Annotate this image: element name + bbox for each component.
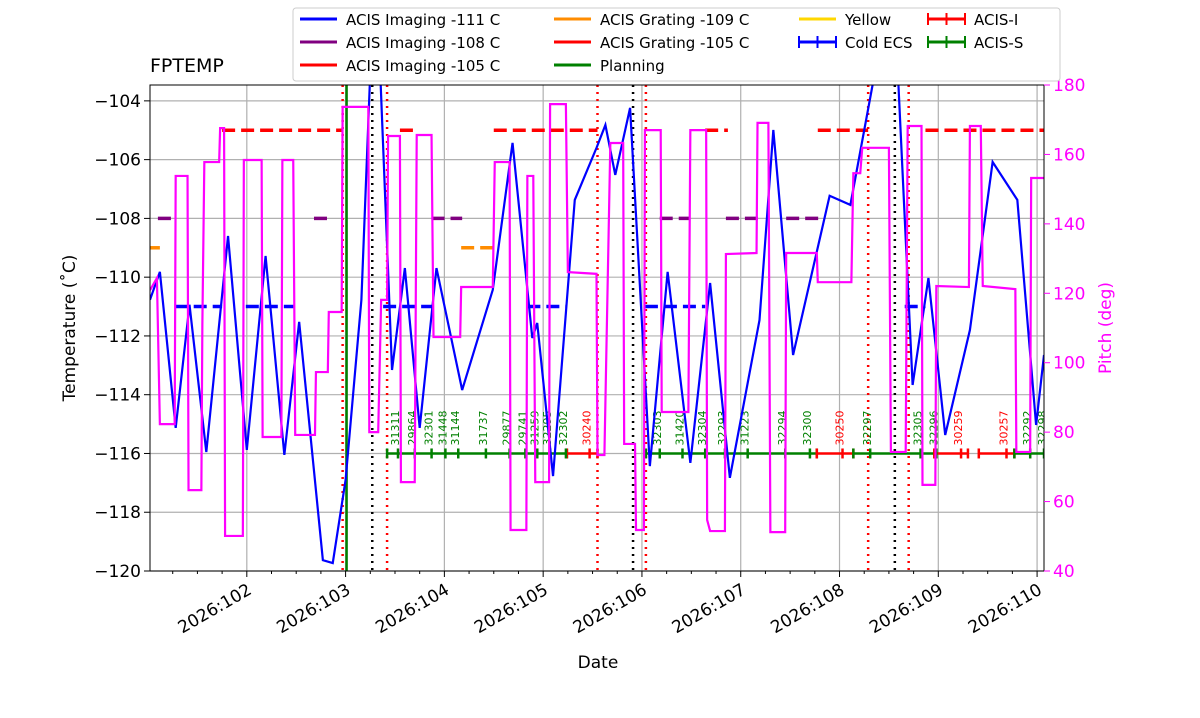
obsid-label: 30259 [952, 410, 965, 445]
legend-label: Yellow [844, 11, 891, 29]
obsid-label: 30250 [834, 410, 847, 445]
legend-label: ACIS Grating -109 C [600, 11, 749, 29]
y-tick-label: −120 [94, 562, 141, 582]
x-tick-label: 2026:102 [175, 580, 256, 638]
x-tick-label: 2026:110 [965, 580, 1046, 638]
obsid-label: 29864 [406, 410, 419, 445]
y2-axis-label: Pitch (deg) [1096, 282, 1116, 374]
x-tick-label: 2026:106 [570, 580, 651, 638]
legend-label: Planning [600, 57, 665, 75]
x-tick-label: 2026:103 [274, 580, 355, 638]
obsid-label: 30257 [997, 410, 1010, 445]
x-axis-label: Date [578, 653, 619, 673]
obsid-label: 32300 [801, 410, 814, 445]
legend-label: ACIS-I [974, 11, 1018, 29]
y-tick-label: −112 [94, 327, 141, 347]
y-tick-label: −104 [94, 92, 141, 112]
y2-tick-label: 60 [1053, 493, 1075, 513]
legend-label: ACIS Imaging -108 C [346, 34, 500, 52]
legend-frame [292, 7, 1061, 82]
obsid-label: 32294 [776, 410, 789, 445]
obsid-label: 29877 [501, 410, 514, 445]
plot-area: 31311 29864 32301 31448 31144 31737 29877 29741… [150, 85, 1049, 571]
x-tick-label: 2026:107 [669, 580, 750, 638]
obsid-label: 31311 [389, 410, 402, 445]
obsid-label: 32296 [927, 410, 940, 445]
obsid-label: 32302 [557, 410, 570, 445]
fptemp-line [150, 85, 1044, 565]
y2-tick-label: 160 [1053, 145, 1085, 165]
legend-label: ACIS Imaging -105 C [346, 57, 500, 75]
y-tick-label: −116 [94, 444, 141, 464]
x-tick-label: 2026:104 [372, 580, 453, 638]
legend-label: ACIS Imaging -111 C [346, 11, 500, 29]
legend: ACIS Imaging -111 C ACIS Imaging -108 C AC… [292, 7, 1061, 82]
obsid-label: 32297 [861, 410, 874, 445]
y2-tick-label: 40 [1053, 562, 1075, 582]
y2-tick-label: 120 [1053, 284, 1085, 304]
obsid-label: 31420 [673, 410, 686, 445]
obsid-label: 30240 [581, 410, 594, 445]
obsid-label: 31737 [477, 410, 490, 445]
y2-tick-label: 140 [1053, 215, 1085, 235]
y-tick-label: −114 [94, 386, 141, 406]
y-tick-label: −106 [94, 151, 141, 171]
x-tick-label: 2026:105 [471, 580, 552, 638]
x-tick-label: 2026:108 [767, 580, 848, 638]
obsid-label: 31448 [436, 410, 449, 445]
y2-tick-label: 180 [1053, 76, 1085, 96]
axes-frame [149, 84, 1045, 572]
y-tick-label: −110 [94, 268, 141, 288]
y-axis-label: Temperature (˚C) [59, 255, 80, 403]
y2-tick-label: 80 [1053, 423, 1075, 443]
obsid-label: 32301 [423, 410, 436, 445]
obsid-label: 32298 [1036, 410, 1049, 445]
legend-label: Cold ECS [845, 34, 913, 52]
chart-title: FPTEMP [150, 55, 224, 77]
x-tick-label: 2026:109 [866, 580, 947, 638]
legend-label: ACIS Grating -105 C [600, 34, 749, 52]
obsid-label: 32292 [1021, 410, 1034, 445]
y-tick-label: −118 [94, 503, 141, 523]
pitch-line [150, 102, 1044, 538]
y2-tick-label: 100 [1053, 354, 1085, 374]
legend-label: ACIS-S [974, 34, 1023, 52]
obsid-label: 31144 [449, 410, 462, 445]
y-tick-label: −108 [94, 209, 141, 229]
